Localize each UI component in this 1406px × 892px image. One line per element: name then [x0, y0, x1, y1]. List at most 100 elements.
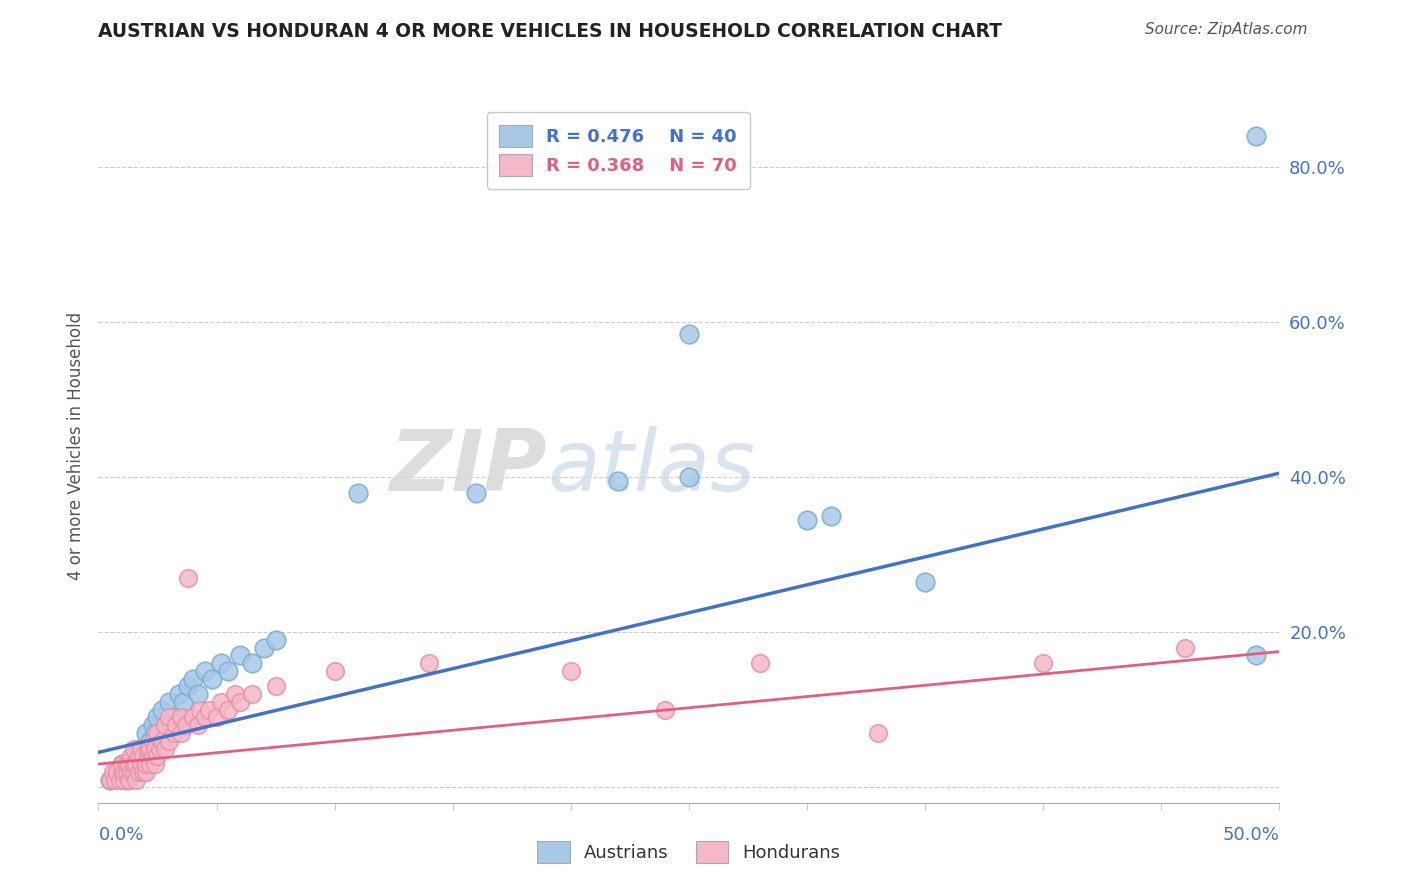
- Point: [132, 749, 155, 764]
- Point: [209, 695, 232, 709]
- Point: [139, 741, 162, 756]
- Point: [217, 664, 239, 678]
- Text: ZIP: ZIP: [389, 425, 547, 509]
- Point: [187, 718, 209, 732]
- Point: [157, 710, 180, 724]
- Point: [128, 749, 150, 764]
- Point: [229, 695, 252, 709]
- Y-axis label: 4 or more Vehicles in Household: 4 or more Vehicles in Household: [66, 312, 84, 580]
- Point: [157, 733, 180, 747]
- Point: [122, 757, 145, 772]
- Point: [129, 741, 152, 756]
- Point: [128, 764, 150, 779]
- Point: [678, 326, 700, 341]
- Point: [181, 672, 204, 686]
- Point: [347, 485, 370, 500]
- Point: [136, 741, 159, 756]
- Point: [209, 656, 232, 670]
- Point: [240, 687, 263, 701]
- Point: [796, 513, 818, 527]
- Point: [323, 664, 346, 678]
- Point: [1174, 640, 1197, 655]
- Point: [240, 656, 263, 670]
- Point: [142, 718, 165, 732]
- Point: [150, 733, 173, 747]
- Point: [153, 718, 176, 732]
- Point: [115, 757, 138, 772]
- Point: [112, 764, 135, 779]
- Point: [136, 749, 159, 764]
- Point: [914, 574, 936, 589]
- Point: [128, 749, 150, 764]
- Point: [111, 764, 134, 779]
- Point: [104, 772, 127, 787]
- Point: [115, 764, 138, 779]
- Point: [188, 703, 211, 717]
- Point: [165, 718, 187, 732]
- Point: [122, 749, 145, 764]
- Point: [163, 726, 186, 740]
- Point: [146, 749, 169, 764]
- Point: [1244, 648, 1267, 663]
- Point: [115, 772, 138, 787]
- Point: [108, 772, 131, 787]
- Point: [129, 757, 152, 772]
- Point: [153, 741, 176, 756]
- Point: [172, 695, 194, 709]
- Point: [118, 764, 141, 779]
- Point: [111, 757, 134, 772]
- Point: [121, 749, 143, 764]
- Point: [194, 710, 217, 724]
- Point: [217, 703, 239, 717]
- Point: [678, 470, 700, 484]
- Point: [105, 764, 128, 779]
- Point: [139, 757, 162, 772]
- Point: [229, 648, 252, 663]
- Point: [224, 687, 246, 701]
- Point: [132, 764, 155, 779]
- Point: [560, 664, 582, 678]
- Point: [132, 757, 155, 772]
- Point: [607, 474, 630, 488]
- Point: [118, 757, 141, 772]
- Point: [418, 656, 440, 670]
- Point: [122, 757, 145, 772]
- Point: [146, 710, 169, 724]
- Point: [157, 695, 180, 709]
- Point: [135, 757, 157, 772]
- Point: [115, 757, 138, 772]
- Point: [143, 757, 166, 772]
- Point: [150, 703, 173, 717]
- Point: [143, 726, 166, 740]
- Point: [201, 672, 224, 686]
- Point: [167, 687, 190, 701]
- Point: [170, 710, 193, 724]
- Point: [181, 710, 204, 724]
- Point: [142, 733, 165, 747]
- Point: [125, 764, 148, 779]
- Point: [112, 772, 135, 787]
- Point: [264, 632, 287, 647]
- Point: [866, 726, 889, 740]
- Point: [1032, 656, 1054, 670]
- Text: 0.0%: 0.0%: [98, 826, 143, 844]
- Point: [118, 772, 141, 787]
- Text: Source: ZipAtlas.com: Source: ZipAtlas.com: [1144, 22, 1308, 37]
- Point: [654, 703, 676, 717]
- Legend: R = 0.476    N = 40, R = 0.368    N = 70: R = 0.476 N = 40, R = 0.368 N = 70: [486, 112, 749, 189]
- Point: [122, 741, 145, 756]
- Point: [253, 640, 276, 655]
- Text: atlas: atlas: [547, 425, 755, 509]
- Point: [194, 664, 217, 678]
- Point: [205, 710, 228, 724]
- Point: [129, 741, 152, 756]
- Point: [748, 656, 770, 670]
- Point: [111, 757, 134, 772]
- Point: [111, 764, 134, 779]
- Point: [465, 485, 488, 500]
- Point: [264, 680, 287, 694]
- Text: AUSTRIAN VS HONDURAN 4 OR MORE VEHICLES IN HOUSEHOLD CORRELATION CHART: AUSTRIAN VS HONDURAN 4 OR MORE VEHICLES …: [98, 22, 1002, 41]
- Point: [149, 741, 172, 756]
- Point: [170, 726, 193, 740]
- Point: [174, 718, 197, 732]
